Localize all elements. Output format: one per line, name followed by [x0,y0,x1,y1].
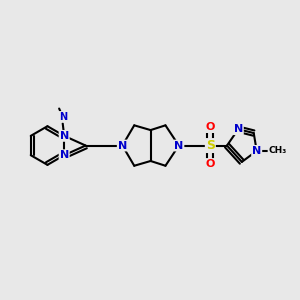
Text: N: N [118,140,127,151]
Text: N: N [234,124,243,134]
Text: N: N [60,131,69,141]
Text: O: O [206,122,215,132]
Text: N: N [252,146,261,156]
Text: O: O [206,159,215,169]
Text: N: N [58,112,67,122]
Text: N: N [60,150,69,160]
Text: N: N [174,140,184,151]
Text: CH₃: CH₃ [268,146,286,155]
Text: S: S [206,139,215,152]
